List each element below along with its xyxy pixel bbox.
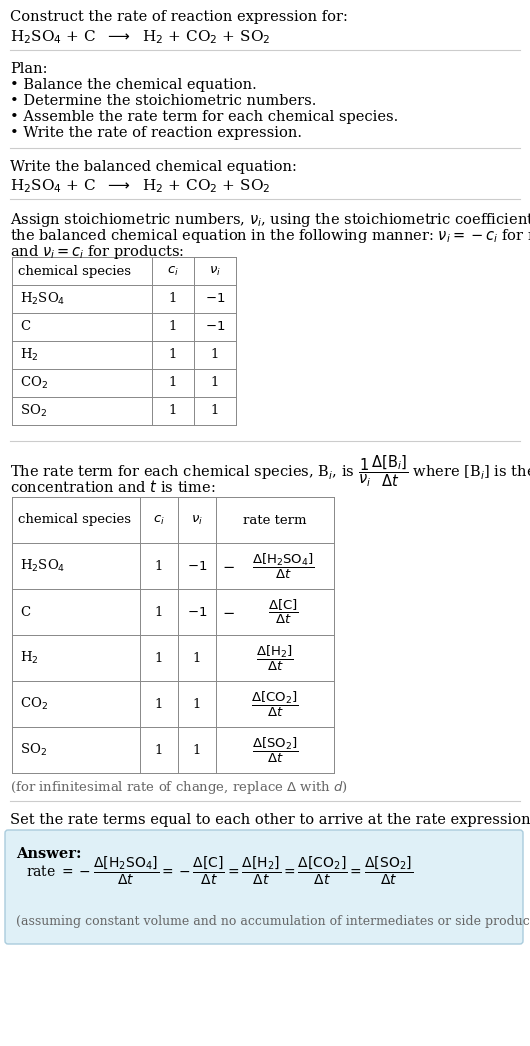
Text: $\dfrac{\Delta[\mathrm{C}]}{\Delta t}$: $\dfrac{\Delta[\mathrm{C}]}{\Delta t}$ xyxy=(268,598,298,627)
Text: Plan:: Plan: xyxy=(10,62,48,76)
Text: 1: 1 xyxy=(155,606,163,618)
Text: $c_i$: $c_i$ xyxy=(167,265,179,277)
Text: $c_i$: $c_i$ xyxy=(153,514,165,526)
Text: $\dfrac{\Delta[\mathrm{H_2}]}{\Delta t}$: $\dfrac{\Delta[\mathrm{H_2}]}{\Delta t}$ xyxy=(256,643,294,673)
Text: $-$: $-$ xyxy=(222,559,235,573)
Text: 1: 1 xyxy=(155,698,163,710)
Text: rate $= -\dfrac{\Delta[\mathrm{H_2SO_4}]}{\Delta t} = -\dfrac{\Delta[\mathrm{C}]: rate $= -\dfrac{\Delta[\mathrm{H_2SO_4}]… xyxy=(26,855,413,887)
Text: $\dfrac{\Delta[\mathrm{SO_2}]}{\Delta t}$: $\dfrac{\Delta[\mathrm{SO_2}]}{\Delta t}… xyxy=(252,735,298,765)
Text: CO$_2$: CO$_2$ xyxy=(20,696,48,712)
Text: $-$: $-$ xyxy=(222,605,235,619)
Text: and $\nu_i = c_i$ for products:: and $\nu_i = c_i$ for products: xyxy=(10,243,184,262)
Text: SO$_2$: SO$_2$ xyxy=(20,742,47,758)
Text: H$_2$SO$_4$ + C  $\longrightarrow$  H$_2$ + CO$_2$ + SO$_2$: H$_2$SO$_4$ + C $\longrightarrow$ H$_2$ … xyxy=(10,177,270,195)
Text: H$_2$: H$_2$ xyxy=(20,347,39,363)
Text: $-1$: $-1$ xyxy=(205,320,225,334)
Text: 1: 1 xyxy=(169,320,177,334)
Text: 1: 1 xyxy=(155,560,163,572)
Text: H$_2$SO$_4$ + C  $\longrightarrow$  H$_2$ + CO$_2$ + SO$_2$: H$_2$SO$_4$ + C $\longrightarrow$ H$_2$ … xyxy=(10,28,270,46)
Text: $-1$: $-1$ xyxy=(187,606,207,618)
Text: Write the balanced chemical equation:: Write the balanced chemical equation: xyxy=(10,160,297,174)
Text: H$_2$SO$_4$: H$_2$SO$_4$ xyxy=(20,558,65,574)
Text: $\dfrac{\Delta[\mathrm{H_2SO_4}]}{\Delta t}$: $\dfrac{\Delta[\mathrm{H_2SO_4}]}{\Delta… xyxy=(252,551,314,581)
Text: 1: 1 xyxy=(169,348,177,362)
Text: (assuming constant volume and no accumulation of intermediates or side products): (assuming constant volume and no accumul… xyxy=(16,915,530,928)
Text: CO$_2$: CO$_2$ xyxy=(20,374,48,391)
Text: $\dfrac{\Delta[\mathrm{CO_2}]}{\Delta t}$: $\dfrac{\Delta[\mathrm{CO_2}]}{\Delta t}… xyxy=(251,689,299,719)
Text: 1: 1 xyxy=(169,377,177,389)
Text: The rate term for each chemical species, B$_i$, is $\dfrac{1}{\nu_i}\dfrac{\Delt: The rate term for each chemical species,… xyxy=(10,453,530,488)
Text: (for infinitesimal rate of change, replace $\Delta$ with $d$): (for infinitesimal rate of change, repla… xyxy=(10,779,348,796)
Text: 1: 1 xyxy=(211,348,219,362)
Text: • Determine the stoichiometric numbers.: • Determine the stoichiometric numbers. xyxy=(10,94,316,108)
Text: C: C xyxy=(20,606,30,618)
Text: 1: 1 xyxy=(169,293,177,305)
Text: 1: 1 xyxy=(193,744,201,756)
Text: Construct the rate of reaction expression for:: Construct the rate of reaction expressio… xyxy=(10,10,348,24)
Text: 1: 1 xyxy=(193,698,201,710)
Text: • Write the rate of reaction expression.: • Write the rate of reaction expression. xyxy=(10,126,302,140)
Text: $\nu_i$: $\nu_i$ xyxy=(191,514,203,526)
Text: 1: 1 xyxy=(211,377,219,389)
Text: $-1$: $-1$ xyxy=(205,293,225,305)
Text: $-1$: $-1$ xyxy=(187,560,207,572)
Text: $\nu_i$: $\nu_i$ xyxy=(209,265,221,277)
Text: 1: 1 xyxy=(169,405,177,417)
Text: • Assemble the rate term for each chemical species.: • Assemble the rate term for each chemic… xyxy=(10,110,398,124)
Text: • Balance the chemical equation.: • Balance the chemical equation. xyxy=(10,78,257,92)
Text: 1: 1 xyxy=(155,652,163,664)
Text: chemical species: chemical species xyxy=(18,265,131,277)
Text: Set the rate terms equal to each other to arrive at the rate expression:: Set the rate terms equal to each other t… xyxy=(10,813,530,827)
Text: 1: 1 xyxy=(211,405,219,417)
Text: 1: 1 xyxy=(193,652,201,664)
Text: H$_2$: H$_2$ xyxy=(20,650,39,666)
Text: Answer:: Answer: xyxy=(16,847,82,861)
Text: chemical species: chemical species xyxy=(18,514,131,526)
Text: rate term: rate term xyxy=(243,514,307,526)
Text: Assign stoichiometric numbers, $\nu_i$, using the stoichiometric coefficients, $: Assign stoichiometric numbers, $\nu_i$, … xyxy=(10,211,530,229)
Text: the balanced chemical equation in the following manner: $\nu_i = -c_i$ for react: the balanced chemical equation in the fo… xyxy=(10,227,530,245)
Text: 1: 1 xyxy=(155,744,163,756)
FancyBboxPatch shape xyxy=(5,829,523,943)
Text: C: C xyxy=(20,320,30,334)
Text: H$_2$SO$_4$: H$_2$SO$_4$ xyxy=(20,291,65,308)
Text: concentration and $t$ is time:: concentration and $t$ is time: xyxy=(10,479,216,495)
Text: SO$_2$: SO$_2$ xyxy=(20,403,47,419)
